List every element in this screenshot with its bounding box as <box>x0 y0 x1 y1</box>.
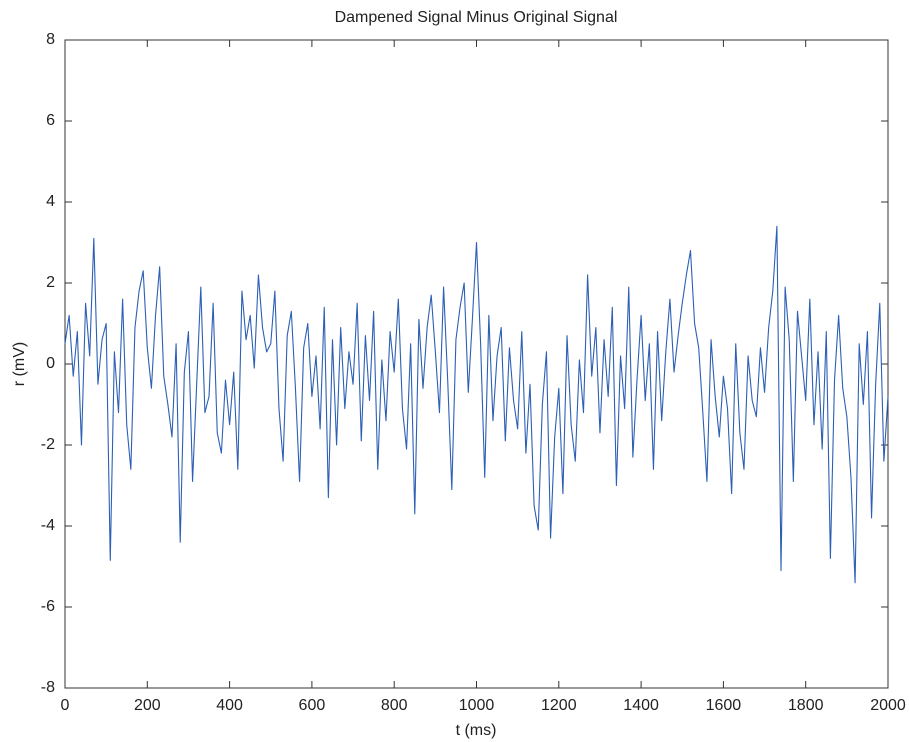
x-tick-label: 0 <box>61 697 70 714</box>
y-tick-label: 2 <box>46 274 55 291</box>
y-tick-label: 4 <box>46 193 55 210</box>
x-tick-label: 1800 <box>788 697 824 714</box>
signal-line <box>64 225 889 584</box>
y-tick-label: 0 <box>46 355 55 372</box>
x-tick-label: 400 <box>216 697 243 714</box>
x-tick-label: 2000 <box>870 697 906 714</box>
x-tick-label: 1000 <box>459 697 495 714</box>
y-tick-label: 6 <box>46 112 55 129</box>
y-tick-label: -4 <box>41 517 55 534</box>
y-tick-label: -2 <box>41 436 55 453</box>
x-tick-label: 200 <box>134 697 161 714</box>
y-tick-label: -6 <box>41 598 55 615</box>
y-tick-label: -8 <box>41 679 55 696</box>
x-tick-label: 1600 <box>706 697 742 714</box>
x-tick-label: 1200 <box>541 697 577 714</box>
x-axis-label: t (ms) <box>456 722 497 739</box>
y-axis-label: r (mV) <box>11 342 28 386</box>
chart-title: Dampened Signal Minus Original Signal <box>335 9 618 26</box>
plot-frame <box>64 39 889 689</box>
x-tick-label: 600 <box>299 697 326 714</box>
y-tick-label: 8 <box>46 31 55 48</box>
x-tick-label: 800 <box>381 697 408 714</box>
x-tick-label: 1400 <box>623 697 659 714</box>
